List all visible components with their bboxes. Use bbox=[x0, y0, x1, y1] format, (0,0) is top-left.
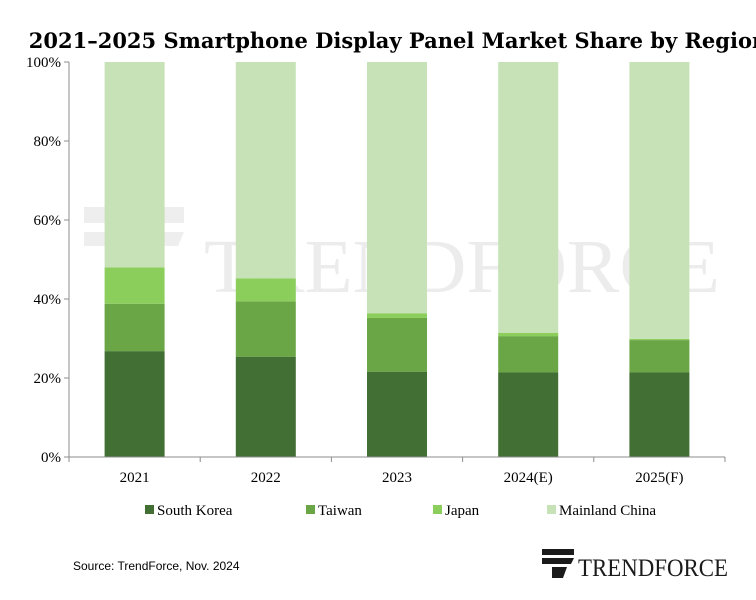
bar-taiwan-2025f bbox=[629, 340, 690, 373]
bar-mainland-china-2025f bbox=[629, 62, 690, 339]
bar-taiwan-2022 bbox=[235, 301, 296, 357]
bar-japan-2021 bbox=[104, 267, 165, 304]
y-tick-label: 80% bbox=[34, 134, 62, 150]
chart-title: 2021–2025 Smartphone Display Panel Marke… bbox=[29, 28, 756, 53]
bar-south-korea-2025f bbox=[629, 372, 690, 457]
x-tick-label: 2025(F) bbox=[635, 470, 683, 486]
bar-mainland-china-2022 bbox=[235, 62, 296, 279]
bar-mainland-china-2023 bbox=[367, 62, 427, 314]
y-axis: 0% 20% 40% 60% 80% 100% bbox=[26, 55, 70, 466]
bar-mainland-china-2024e bbox=[498, 62, 559, 333]
bar-taiwan-2021 bbox=[104, 303, 165, 352]
bar-japan-2022 bbox=[235, 278, 296, 302]
plot-area bbox=[104, 62, 690, 457]
bar-japan-2025f bbox=[629, 338, 690, 341]
bar-japan-2023 bbox=[367, 313, 427, 318]
legend-label-mainland-china: Mainland China bbox=[559, 503, 656, 519]
bar-taiwan-2023 bbox=[367, 317, 427, 372]
source-note: Source: TrendForce, Nov. 2024 bbox=[73, 559, 240, 573]
x-axis: 2021 2022 2023 2024(E) 2025(F) bbox=[68, 456, 726, 486]
bar-south-korea-2024e bbox=[498, 372, 559, 457]
y-tick-label: 40% bbox=[34, 292, 62, 308]
bar-mainland-china-2021 bbox=[104, 62, 165, 268]
y-tick-label: 100% bbox=[26, 55, 61, 71]
x-tick-label: 2021 bbox=[120, 470, 150, 486]
legend: South Korea Taiwan Japan Mainland China bbox=[145, 503, 656, 519]
y-tick-label: 20% bbox=[34, 371, 62, 387]
trendforce-logo-icon bbox=[542, 549, 574, 578]
legend-swatch-japan bbox=[433, 505, 442, 514]
legend-swatch-south-korea bbox=[145, 505, 154, 514]
x-tick-label: 2023 bbox=[382, 470, 412, 486]
legend-label-south-korea: South Korea bbox=[157, 503, 233, 519]
trendforce-logo-text: TRENDFORCE bbox=[578, 555, 728, 582]
trendforce-logo: TRENDFORCE bbox=[542, 549, 728, 582]
y-tick-label: 60% bbox=[34, 213, 62, 229]
x-tick-label: 2024(E) bbox=[504, 470, 553, 486]
bar-south-korea-2021 bbox=[104, 351, 165, 457]
legend-label-japan: Japan bbox=[445, 503, 480, 519]
bar-japan-2024e bbox=[498, 332, 559, 337]
bar-taiwan-2024e bbox=[498, 336, 559, 373]
y-tick-label: 0% bbox=[41, 450, 61, 466]
legend-swatch-taiwan bbox=[306, 505, 315, 514]
bar-south-korea-2022 bbox=[235, 356, 296, 457]
legend-label-taiwan: Taiwan bbox=[318, 503, 362, 519]
legend-swatch-mainland-china bbox=[547, 505, 556, 514]
x-tick-label: 2022 bbox=[251, 470, 281, 486]
bar-south-korea-2023 bbox=[367, 371, 427, 457]
